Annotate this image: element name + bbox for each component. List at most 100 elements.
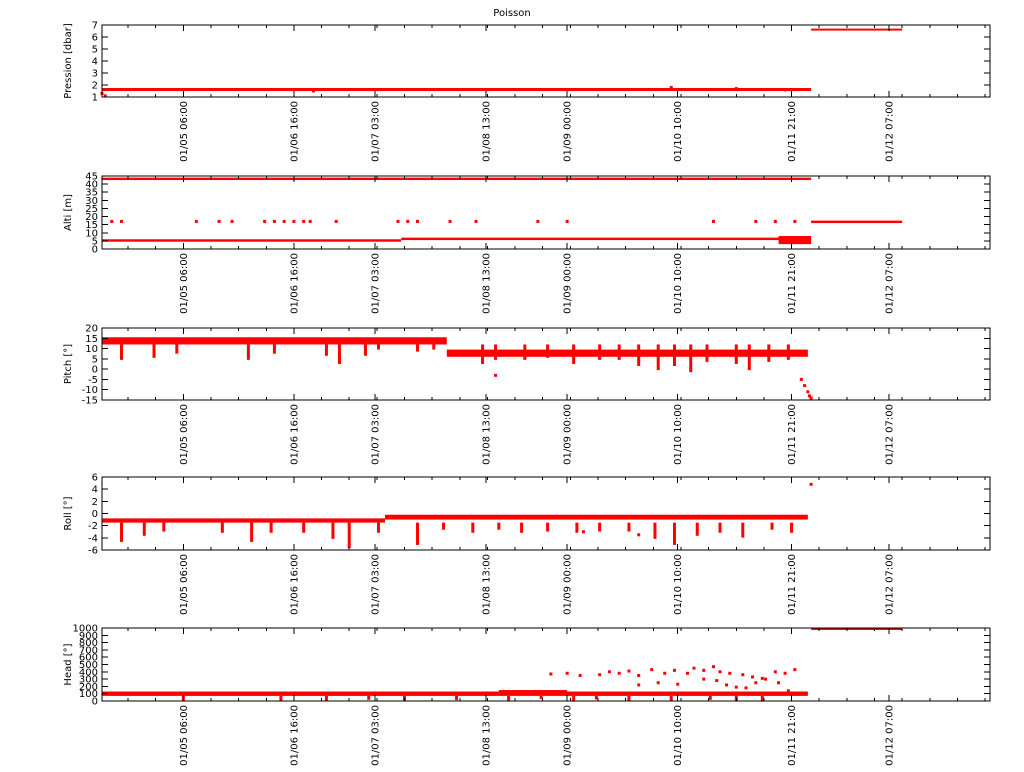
data-spike	[669, 695, 673, 701]
data-spike	[594, 695, 598, 700]
x-tick-label: 01/06 16:00	[289, 253, 300, 314]
y-tick-label: 300	[79, 675, 98, 686]
data-point	[565, 219, 569, 223]
y-tick-label: 6	[92, 33, 98, 44]
data-spike	[575, 522, 579, 533]
x-tick-label: 01/05 06:00	[179, 705, 190, 766]
y-tick-label: 15	[85, 334, 98, 345]
data-point	[751, 675, 755, 679]
y-tick-label: 30	[85, 196, 98, 207]
data-point	[783, 88, 787, 92]
data-point	[110, 219, 114, 223]
y-tick-label: 3	[92, 69, 98, 80]
x-tick-label: 01/05 06:00	[179, 253, 190, 314]
data-spike	[747, 344, 751, 371]
data-point	[474, 219, 478, 223]
data-spike	[523, 344, 527, 360]
data-point	[806, 390, 810, 394]
data-spike	[324, 344, 328, 356]
x-tick-label: 01/06 16:00	[289, 554, 300, 615]
data-point	[809, 396, 813, 400]
data-spike	[627, 695, 631, 702]
data-spike	[786, 344, 790, 360]
data-point	[754, 219, 758, 223]
data-spike	[246, 344, 250, 360]
data-spike	[497, 522, 501, 530]
data-point	[194, 219, 198, 223]
data-point	[565, 671, 569, 675]
data-band	[384, 514, 808, 520]
y-tick-label: 7	[92, 21, 98, 32]
y-tick-label: 0	[92, 697, 98, 708]
data-band	[102, 88, 812, 91]
x-tick-label: 01/10 10:00	[673, 705, 684, 766]
data-spike	[637, 344, 641, 367]
x-tick-label: 01/11 21:00	[787, 101, 798, 162]
x-tick-label: 01/05 06:00	[179, 404, 190, 465]
x-tick-label: 01/10 10:00	[673, 554, 684, 615]
y-tick-label: 4	[92, 485, 98, 496]
data-point	[685, 671, 689, 675]
data-band	[401, 237, 812, 241]
data-spike	[152, 344, 156, 358]
data-point	[627, 669, 631, 673]
y-tick-label: 6	[92, 473, 98, 484]
data-point	[783, 671, 787, 675]
data-point	[272, 219, 276, 223]
data-spike	[520, 522, 524, 533]
data-point	[263, 219, 267, 223]
x-tick-label: 01/12 07:00	[885, 404, 896, 465]
y-tick-label: 500	[79, 660, 98, 671]
data-point	[311, 89, 315, 93]
y-tick-label: -10	[82, 385, 98, 396]
data-band	[778, 236, 812, 245]
x-tick-label: 01/05 06:00	[179, 554, 190, 615]
data-spike	[376, 344, 380, 350]
data-point	[754, 681, 758, 685]
data-point	[120, 219, 124, 223]
x-tick-label: 01/06 16:00	[289, 101, 300, 162]
data-spike	[455, 695, 459, 701]
data-spike	[416, 522, 420, 545]
data-spike	[279, 695, 283, 702]
data-band	[102, 518, 385, 523]
data-point	[334, 219, 338, 223]
x-tick-label: 01/06 16:00	[289, 404, 300, 465]
y-tick-label: 200	[79, 682, 98, 693]
data-point	[406, 219, 410, 223]
y-tick-label: 25	[85, 204, 98, 215]
y-tick-label: 900	[79, 631, 98, 642]
y-tick-label: 4	[92, 57, 98, 68]
data-point	[807, 394, 811, 398]
y-tick-label: 1000	[73, 624, 98, 635]
data-point	[734, 87, 738, 91]
chart-title: Poisson	[493, 8, 530, 19]
data-spike	[734, 344, 738, 364]
plot-frame	[101, 175, 991, 250]
data-band	[811, 220, 903, 224]
y-tick-label: 700	[79, 645, 98, 656]
data-point	[809, 482, 813, 486]
y-tick-label: 5	[92, 354, 98, 365]
y-tick-label: 2	[92, 81, 98, 92]
data-spike	[539, 695, 543, 700]
y-tick-label: -2	[88, 521, 98, 532]
x-tick-label: 01/11 21:00	[787, 705, 798, 766]
data-spike	[269, 522, 273, 533]
data-band	[811, 628, 903, 630]
data-spike	[546, 344, 550, 358]
data-spike	[572, 344, 576, 364]
y-tick-label: 40	[85, 180, 98, 191]
y-axis-label: Roll [°]	[63, 496, 74, 530]
y-tick-label: 400	[79, 667, 98, 678]
data-point	[103, 94, 107, 98]
data-spike	[598, 344, 602, 360]
data-band	[102, 239, 402, 242]
data-spike	[120, 522, 124, 542]
data-point	[663, 671, 667, 675]
data-point	[448, 219, 452, 223]
